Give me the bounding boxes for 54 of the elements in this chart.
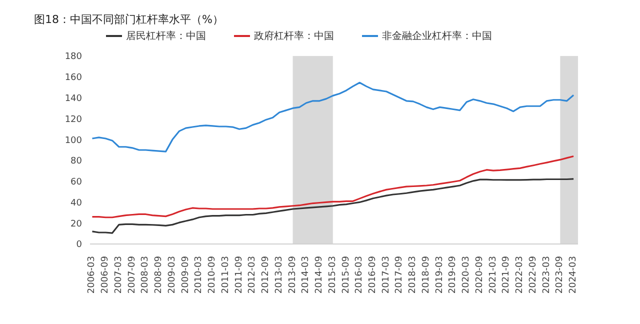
x-tick-label: 2011-09: [234, 256, 244, 294]
x-tick-label: 2021-09: [502, 256, 512, 294]
x-tick-label: 2022-03: [515, 256, 526, 294]
x-tick-label: 2008-09: [154, 256, 164, 294]
line-series: [91, 155, 574, 218]
x-tick-label: 2010-03: [194, 256, 204, 294]
y-tick-label: 120: [64, 114, 82, 125]
x-tick-label: 2013-09: [288, 256, 298, 294]
x-tick-label: 2011-03: [220, 256, 231, 294]
x-tick-label: 2021-03: [488, 256, 498, 294]
y-tick-label: 160: [64, 73, 82, 84]
x-tick-label: 2012-09: [261, 256, 272, 294]
x-tick-label: 2015-03: [328, 256, 338, 294]
y-tick-label: 20: [70, 219, 82, 230]
x-tick-label: 2012-03: [248, 256, 258, 294]
y-tick-label: 180: [64, 52, 82, 62]
x-tick-label: 2009-09: [180, 256, 191, 294]
x-tick-label: 2008-03: [140, 256, 151, 294]
x-tick-label: 2023-03: [542, 256, 552, 294]
x-tick-label: 2018-03: [408, 256, 418, 294]
x-tick-label: 2024-03: [568, 256, 579, 294]
legend-label: 非金融企业杠杆率：中国: [382, 30, 492, 42]
x-tick-label: 2020-09: [474, 256, 485, 294]
x-tick-label: 2007-09: [127, 256, 138, 294]
x-tick-label: 2018-09: [421, 256, 432, 294]
x-tick-label: 2010-09: [208, 256, 218, 294]
x-tick-label: 2023-09: [555, 256, 566, 294]
line-series: [91, 82, 574, 152]
x-tick-label: 2015-09: [341, 256, 352, 294]
legend-label: 政府杠杆率：中国: [254, 30, 334, 42]
x-tick-label: 2017-09: [394, 256, 405, 294]
x-tick-label: 2016-09: [368, 256, 378, 294]
x-tick-label: 2022-09: [528, 256, 538, 294]
y-tick-label: 80: [70, 156, 82, 167]
x-tick-label: 2014-09: [314, 256, 325, 294]
chart-title: 图18：中国不同部门杠杆率水平（%）: [33, 12, 224, 28]
legend-label: 居民杠杆率：中国: [126, 30, 206, 42]
x-tick-label: 2007-03: [114, 256, 124, 294]
x-tick-label: 2019-09: [448, 256, 458, 294]
x-tick-label: 2006-03: [87, 256, 98, 294]
line-series: [91, 178, 574, 234]
x-tick-label: 2006-09: [100, 256, 111, 294]
x-tick-label: 2009-03: [167, 256, 178, 294]
x-tick-label: 2017-03: [381, 256, 392, 294]
x-tick-label: 2013-03: [274, 256, 284, 294]
x-tick-label: 2019-03: [434, 256, 445, 294]
y-tick-label: 140: [64, 94, 82, 104]
x-tick-label: 2014-03: [301, 256, 312, 294]
y-tick-label: 60: [70, 178, 82, 188]
x-tick-label: 2016-03: [354, 256, 365, 294]
y-tick-label: 100: [64, 136, 82, 146]
y-tick-label: 40: [70, 198, 82, 208]
y-tick-label: 0: [76, 240, 82, 250]
x-tick-label: 2020-03: [462, 256, 472, 294]
